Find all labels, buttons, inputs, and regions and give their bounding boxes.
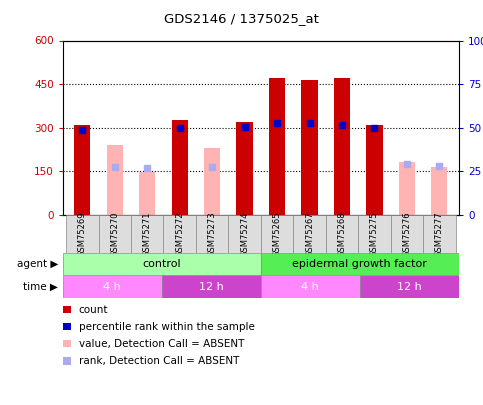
Text: GSM75270: GSM75270: [110, 211, 119, 257]
Bar: [162, 275, 261, 298]
Text: epidermal growth factor: epidermal growth factor: [292, 259, 427, 269]
Bar: [391, 215, 423, 253]
Bar: [66, 215, 99, 253]
Bar: [431, 167, 447, 215]
Bar: [171, 120, 188, 215]
Text: GSM75271: GSM75271: [142, 211, 152, 257]
Bar: [423, 215, 455, 253]
Bar: [204, 148, 220, 215]
Text: agent ▶: agent ▶: [16, 259, 58, 269]
Text: GSM75265: GSM75265: [272, 211, 282, 257]
Bar: [326, 215, 358, 253]
Bar: [74, 125, 90, 215]
Text: GSM75277: GSM75277: [435, 211, 444, 257]
Bar: [366, 125, 383, 215]
Bar: [107, 145, 123, 215]
Text: control: control: [142, 259, 181, 269]
Bar: [261, 275, 360, 298]
Bar: [99, 215, 131, 253]
Bar: [334, 78, 350, 215]
Text: 12 h: 12 h: [397, 281, 422, 292]
Text: GSM75276: GSM75276: [402, 211, 412, 257]
Bar: [269, 78, 285, 215]
Bar: [261, 215, 293, 253]
Text: GSM75273: GSM75273: [208, 211, 216, 257]
Text: 4 h: 4 h: [103, 281, 121, 292]
Text: count: count: [79, 305, 108, 315]
Text: value, Detection Call = ABSENT: value, Detection Call = ABSENT: [79, 339, 244, 349]
Bar: [293, 215, 326, 253]
Bar: [196, 215, 228, 253]
Text: 4 h: 4 h: [301, 281, 319, 292]
Bar: [139, 172, 156, 215]
Bar: [163, 215, 196, 253]
Bar: [63, 275, 162, 298]
Text: GSM75272: GSM75272: [175, 211, 184, 257]
Text: rank, Detection Call = ABSENT: rank, Detection Call = ABSENT: [79, 356, 239, 366]
Bar: [399, 162, 415, 215]
Bar: [360, 275, 459, 298]
Text: GDS2146 / 1375025_at: GDS2146 / 1375025_at: [164, 12, 319, 25]
Text: GSM75268: GSM75268: [338, 211, 346, 257]
Bar: [261, 253, 459, 275]
Bar: [358, 215, 391, 253]
Bar: [228, 215, 261, 253]
Bar: [63, 253, 261, 275]
Bar: [131, 215, 163, 253]
Bar: [301, 80, 318, 215]
Text: GSM75267: GSM75267: [305, 211, 314, 257]
Text: GSM75269: GSM75269: [78, 211, 87, 257]
Text: GSM75274: GSM75274: [240, 211, 249, 257]
Bar: [237, 122, 253, 215]
Text: GSM75275: GSM75275: [370, 211, 379, 257]
Text: 12 h: 12 h: [199, 281, 224, 292]
Text: time ▶: time ▶: [23, 281, 58, 292]
Text: percentile rank within the sample: percentile rank within the sample: [79, 322, 255, 332]
